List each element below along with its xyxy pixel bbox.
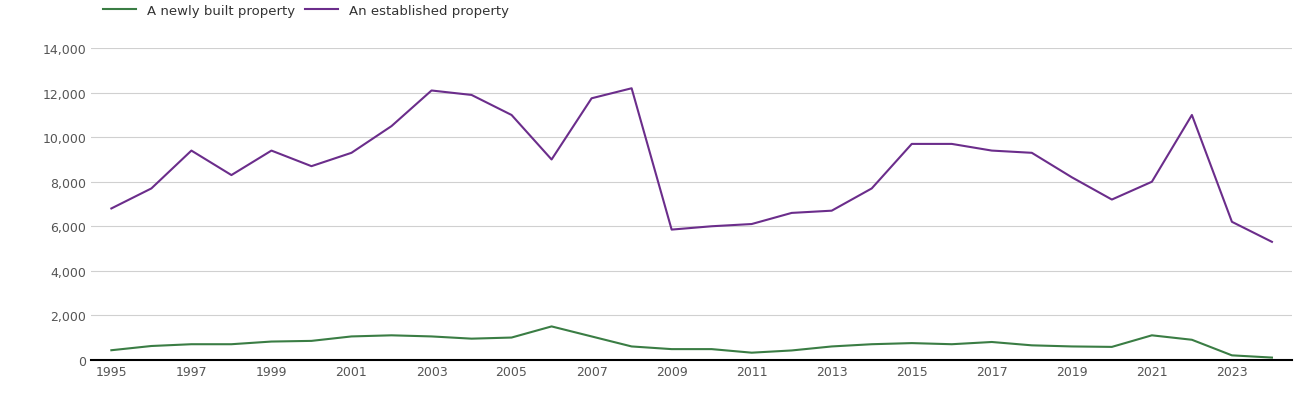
An established property	[184, 149, 200, 154]
A newly built property	[1144, 333, 1160, 338]
An established property	[304, 164, 320, 169]
An established property	[1064, 175, 1079, 180]
A newly built property	[583, 334, 599, 339]
An established property	[583, 97, 599, 101]
An established property	[1184, 113, 1199, 118]
An established property	[1144, 180, 1160, 185]
An established property	[343, 151, 359, 156]
A newly built property	[264, 339, 279, 344]
A newly built property	[664, 347, 680, 352]
An established property	[984, 149, 1000, 154]
Line: An established property: An established property	[111, 89, 1272, 242]
An established property	[624, 87, 639, 92]
A newly built property	[864, 342, 880, 347]
An established property	[864, 187, 880, 191]
A newly built property	[904, 341, 920, 346]
A newly built property	[784, 348, 800, 353]
An established property	[463, 93, 479, 98]
A newly built property	[343, 334, 359, 339]
A newly built property	[1024, 343, 1040, 348]
A newly built property	[1224, 353, 1240, 358]
An established property	[823, 209, 839, 213]
Legend: A newly built property, An established property: A newly built property, An established p…	[98, 0, 514, 23]
An established property	[544, 157, 560, 162]
A newly built property	[184, 342, 200, 347]
A newly built property	[703, 347, 719, 352]
An established property	[1104, 198, 1120, 202]
A newly built property	[944, 342, 959, 347]
An established property	[264, 149, 279, 154]
Line: A newly built property: A newly built property	[111, 327, 1272, 358]
An established property	[944, 142, 959, 147]
An established property	[1024, 151, 1040, 156]
A newly built property	[504, 335, 519, 340]
An established property	[784, 211, 800, 216]
A newly built property	[304, 339, 320, 344]
An established property	[504, 113, 519, 118]
A newly built property	[744, 351, 760, 355]
An established property	[1224, 220, 1240, 225]
A newly built property	[624, 344, 639, 349]
An established property	[384, 124, 399, 129]
An established property	[424, 89, 440, 94]
A newly built property	[1184, 337, 1199, 342]
A newly built property	[544, 324, 560, 329]
An established property	[664, 227, 680, 232]
An established property	[703, 224, 719, 229]
A newly built property	[223, 342, 239, 347]
An established property	[1265, 240, 1280, 245]
An established property	[904, 142, 920, 147]
A newly built property	[823, 344, 839, 349]
A newly built property	[384, 333, 399, 338]
A newly built property	[984, 340, 1000, 345]
A newly built property	[103, 348, 119, 353]
A newly built property	[463, 336, 479, 341]
A newly built property	[1104, 345, 1120, 350]
A newly built property	[1064, 344, 1079, 349]
An established property	[144, 187, 159, 191]
An established property	[744, 222, 760, 227]
A newly built property	[424, 334, 440, 339]
An established property	[223, 173, 239, 178]
A newly built property	[1265, 355, 1280, 360]
A newly built property	[144, 344, 159, 348]
An established property	[103, 207, 119, 211]
